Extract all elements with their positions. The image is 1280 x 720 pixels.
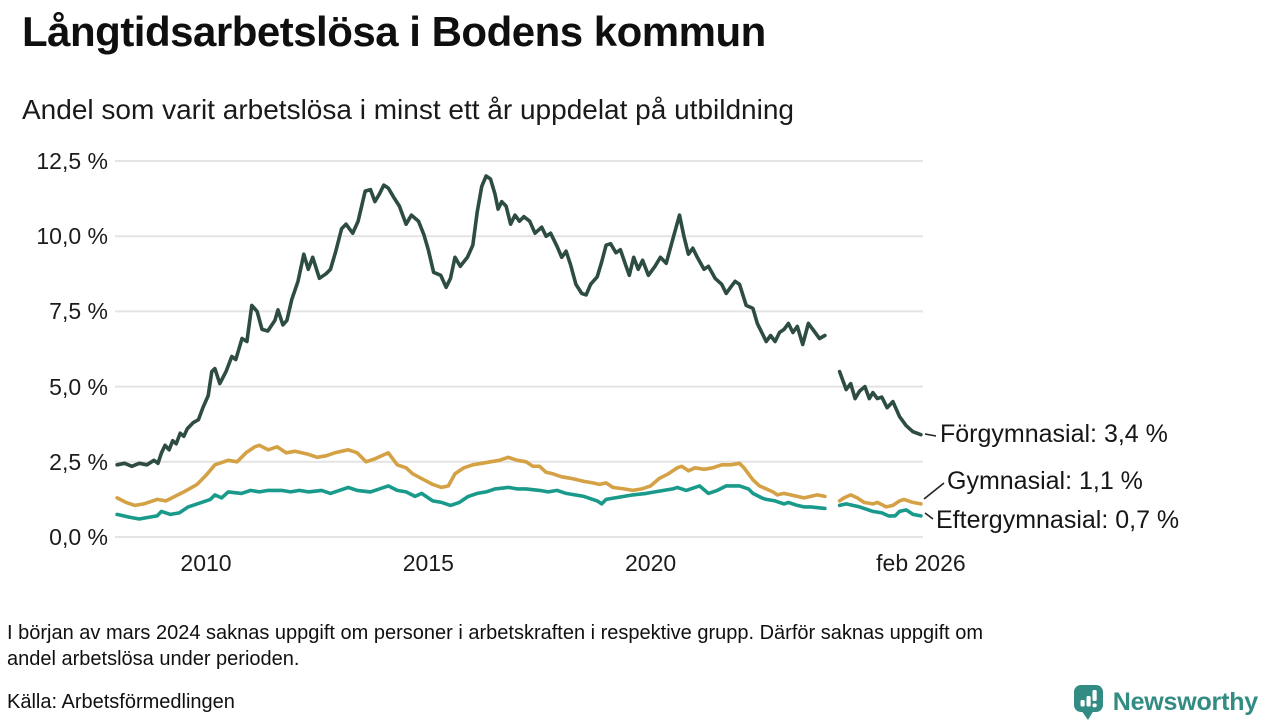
page-subtitle: Andel som varit arbetslösa i minst ett å… bbox=[22, 94, 794, 125]
newsworthy-logo[interactable]: Newsworthy bbox=[1073, 684, 1258, 720]
x-tick-label: 2015 bbox=[402, 550, 454, 576]
series-end-label-eftergymnasial: Eftergymnasial: 0,7 % bbox=[936, 506, 1180, 534]
page-title: Långtidsarbetslösa i Bodens kommun bbox=[22, 8, 766, 55]
footnote: I början av mars 2024 saknas uppgift om … bbox=[7, 620, 1257, 672]
y-tick-label: 7,5 % bbox=[49, 298, 108, 325]
series-line-eftergymnasial bbox=[837, 502, 923, 518]
annotation-connector bbox=[924, 512, 934, 520]
x-tick-label: feb 2026 bbox=[876, 550, 966, 576]
x-tick-label: 2020 bbox=[625, 550, 677, 576]
newsworthy-logo-icon bbox=[1073, 685, 1103, 720]
annotation-connector bbox=[924, 433, 937, 437]
series-end-label-gymnasial: Gymnasial: 1,1 % bbox=[947, 467, 1143, 495]
y-tick-label: 0,0 % bbox=[49, 524, 108, 550]
y-tick-label: 2,5 % bbox=[49, 448, 108, 475]
series-line-eftergymnasial bbox=[115, 484, 827, 521]
x-tick-label: 2010 bbox=[180, 550, 232, 576]
annotation-connector bbox=[923, 482, 945, 500]
footnote-line-2: andel arbetslösa under perioden. bbox=[7, 648, 300, 670]
y-tick-label: 5,0 % bbox=[49, 373, 108, 400]
newsworthy-logo-text: Newsworthy bbox=[1112, 688, 1258, 716]
series-line-gymnasial bbox=[837, 493, 923, 509]
series-line-gymnasial bbox=[115, 443, 827, 508]
series-line-förgymnasial bbox=[115, 174, 827, 469]
y-tick-label: 10,0 % bbox=[36, 223, 108, 250]
y-tick-label: 12,5 % bbox=[36, 148, 108, 174]
source-text: Källa: Arbetsförmedlingen bbox=[7, 691, 235, 713]
footnote-line-1: I början av mars 2024 saknas uppgift om … bbox=[7, 622, 984, 644]
series-end-label-förgymnasial: Förgymnasial: 3,4 % bbox=[940, 420, 1168, 448]
series-line-förgymnasial bbox=[837, 369, 923, 437]
